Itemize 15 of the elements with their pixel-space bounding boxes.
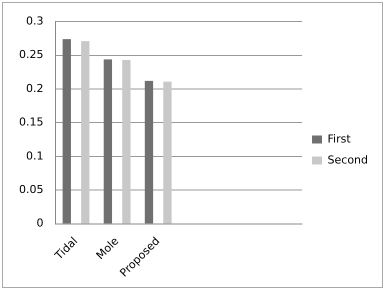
y-tick-label: 0.05 bbox=[18, 183, 44, 196]
y-tick-label: 0.3 bbox=[26, 14, 44, 28]
bar bbox=[122, 60, 131, 224]
y-tick-label: 0.1 bbox=[26, 149, 44, 162]
bar bbox=[163, 82, 172, 224]
legend-label: Second bbox=[328, 153, 368, 166]
y-tick-label: 0.2 bbox=[26, 82, 44, 95]
y-tick-label: 0.15 bbox=[18, 116, 44, 129]
y-tick-label: 0.25 bbox=[18, 48, 44, 62]
bar bbox=[81, 41, 90, 224]
legend-label: First bbox=[328, 132, 352, 146]
bar bbox=[62, 39, 71, 224]
y-tick-label: 0 bbox=[36, 216, 44, 230]
bar bbox=[104, 59, 112, 224]
bar bbox=[144, 80, 154, 224]
